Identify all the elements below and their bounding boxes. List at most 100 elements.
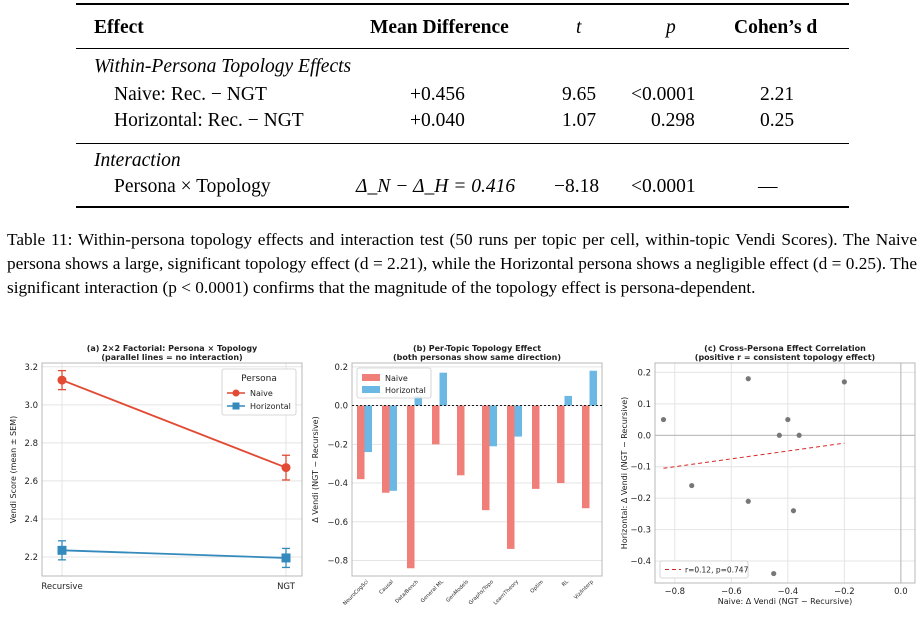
bar	[489, 405, 497, 447]
bar	[414, 395, 422, 406]
x-tick-label: Data/Bench	[394, 579, 420, 605]
y-tick-label: 0.1	[637, 400, 651, 410]
x-tick-label: Recursive	[41, 582, 82, 592]
bar	[532, 405, 540, 489]
x-tick-label: −0.4	[778, 587, 799, 597]
y-tick-label: 0.2	[637, 368, 651, 378]
header-p: p	[666, 17, 676, 38]
panel-a-chart: (a) 2×2 Factorial: Persona × Topology(pa…	[9, 344, 303, 592]
table-bottom-rule	[76, 206, 849, 208]
section-title: Within-Persona Topology Effects	[94, 56, 352, 77]
y-tick-label: −0.4	[630, 557, 651, 567]
legend-label: Naive	[385, 374, 408, 383]
header-effect: Effect	[94, 17, 144, 38]
bar	[389, 405, 397, 491]
x-tick-label: −0.6	[721, 587, 742, 597]
plot-frame	[351, 362, 603, 577]
bar	[507, 405, 515, 549]
data-point	[281, 463, 291, 473]
chart-subtitle: (both personas show same direction)	[393, 353, 561, 362]
y-tick-label: 3.2	[24, 363, 38, 373]
y-tick-label: 0.0	[637, 431, 651, 441]
series-line	[61, 379, 287, 469]
y-tick-label: −0.8	[327, 557, 348, 567]
legend-swatch	[362, 374, 380, 381]
x-tick-label: Viz/Interp	[573, 579, 595, 601]
legend-box	[659, 560, 749, 579]
y-axis-label: Vendi Score (mean ± SEM)	[9, 416, 18, 523]
x-tick-label: LearnTheory	[493, 579, 520, 606]
fit-line	[663, 442, 845, 469]
y-tick-label: 3.0	[24, 401, 38, 411]
panel-c-chart: (c) Cross-Persona Effect Correlation(pos…	[620, 344, 916, 606]
row-t: −8.18	[554, 176, 600, 197]
y-tick-label: −0.4	[327, 479, 348, 489]
x-tick-label: GenModels	[445, 579, 470, 604]
chart-title: (a) 2×2 Factorial: Persona × Topology	[87, 344, 258, 353]
scatter-point	[841, 379, 847, 385]
data-point	[57, 375, 67, 385]
row-d: 0.25	[760, 110, 795, 131]
bar	[582, 405, 590, 509]
row-effect: Naive: Rec. − NGT	[114, 84, 267, 105]
y-tick-label: 2.8	[24, 439, 38, 449]
legend-marker	[232, 389, 240, 397]
x-tick-label: General ML	[420, 579, 445, 604]
x-axis-label: Naive: Δ Vendi (NGT − Recursive)	[718, 597, 852, 606]
x-tick-label: RL	[561, 579, 570, 588]
scatter-point	[660, 416, 667, 423]
bar	[364, 405, 372, 453]
scatter-point	[790, 508, 797, 514]
row-t: 9.65	[562, 84, 597, 105]
bar	[382, 405, 390, 493]
row-effect: Horizontal: Rec. − NGT	[114, 110, 304, 131]
legend-label: Horizontal	[385, 386, 426, 395]
y-tick-label: 2.2	[24, 553, 38, 563]
row-effect: Persona × Topology	[114, 176, 271, 197]
bar	[432, 405, 440, 445]
row-d: 2.21	[760, 84, 795, 105]
figure-panels: (a) 2×2 Factorial: Persona × Topology(pa…	[9, 344, 916, 607]
x-tick-label: Optim	[529, 579, 544, 594]
y-tick-label: −0.6	[327, 518, 348, 528]
bar	[514, 405, 522, 437]
y-tick-label: −0.2	[327, 440, 348, 450]
x-tick-label: Causal	[378, 579, 395, 596]
plot-frame	[654, 362, 916, 584]
y-tick-label: −0.2	[630, 494, 651, 504]
x-tick-label: NGT	[277, 582, 296, 592]
x-tick-label: −0.2	[834, 587, 855, 597]
row-p: 0.298	[651, 110, 695, 131]
row-p: <0.0001	[631, 84, 696, 105]
scatter-point	[796, 432, 802, 438]
row-p: <0.0001	[631, 176, 696, 197]
scatter-point	[745, 376, 751, 382]
y-tick-label: 2.6	[24, 477, 38, 487]
x-tick-label: Graphs/Topo	[468, 579, 495, 606]
y-axis-label: Δ Vendi (NGT − Recursive)	[311, 416, 320, 522]
row-t: 1.07	[562, 110, 597, 131]
x-tick-label: NeuroCogSci	[342, 579, 370, 607]
row-mean-diff: Δ_N − Δ_H = 0.416	[356, 176, 516, 197]
scatter-point	[776, 432, 782, 438]
plot-frame	[41, 362, 303, 577]
table-section-rule	[76, 143, 849, 144]
bar	[589, 370, 597, 406]
bar	[357, 405, 365, 480]
legend-marker	[232, 402, 240, 410]
table-header-rule	[76, 48, 849, 49]
series-line	[61, 549, 287, 559]
data-point	[281, 553, 291, 563]
header-mean-difference: Mean Difference	[370, 17, 509, 38]
table-caption: Table 11: Within-persona topology effect…	[7, 230, 917, 297]
row-mean-diff: +0.040	[410, 110, 465, 131]
row-mean-diff: +0.456	[410, 84, 465, 105]
y-tick-label: 0.2	[334, 363, 348, 373]
bar	[407, 405, 415, 569]
y-axis-label: Horizontal: Δ Vendi (NGT − Recursive)	[620, 397, 629, 550]
y-tick-label: 0.0	[334, 402, 348, 412]
scatter-point	[785, 416, 791, 423]
bar	[482, 405, 490, 511]
scatter-point	[689, 482, 695, 489]
legend-box	[221, 368, 297, 416]
